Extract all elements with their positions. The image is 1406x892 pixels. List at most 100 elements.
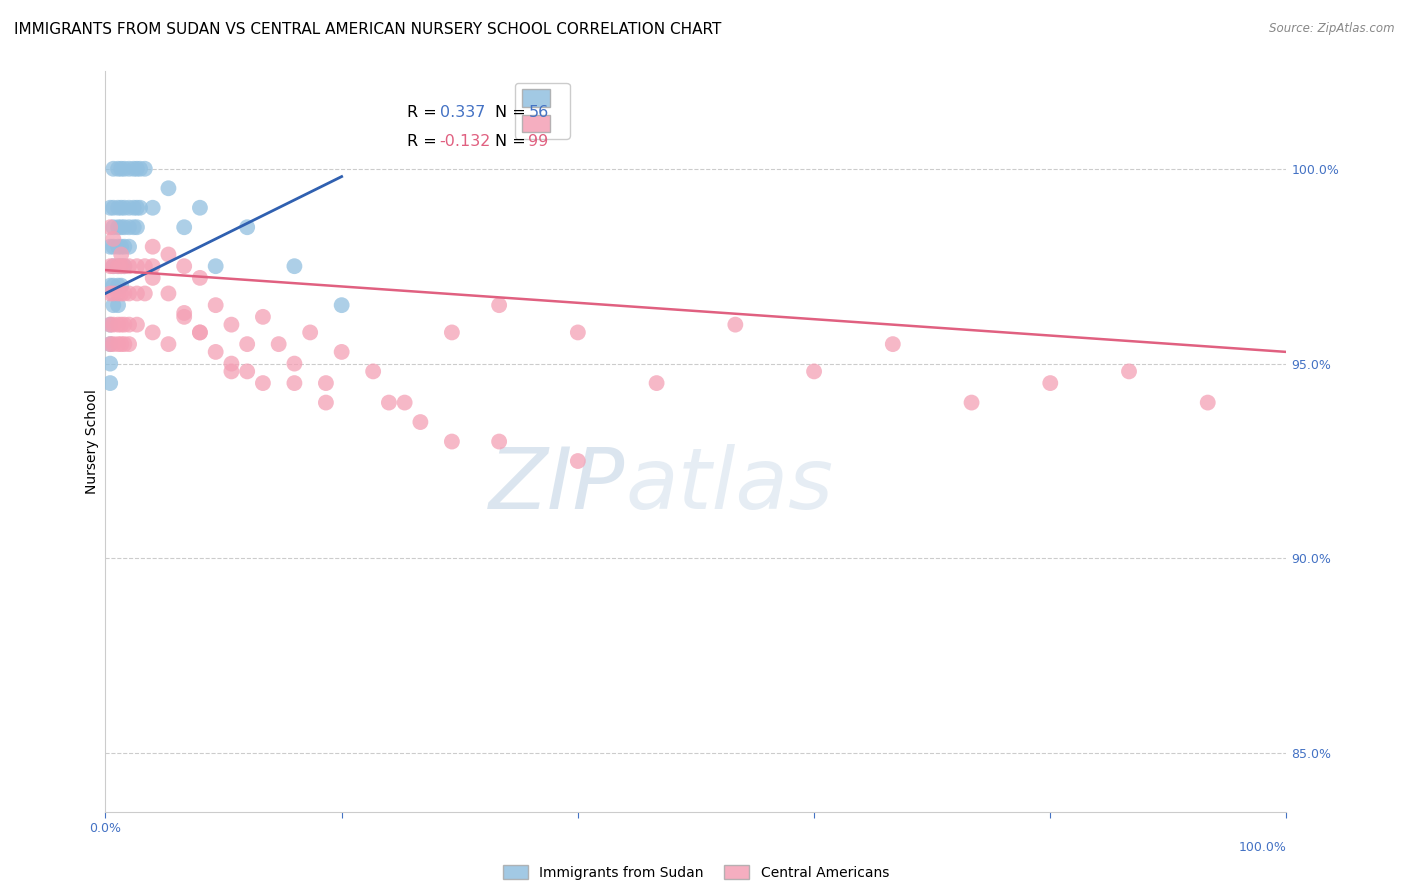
Point — [409, 415, 432, 429]
Point — [129, 161, 152, 176]
Point — [173, 259, 195, 273]
Point — [157, 181, 180, 195]
Point — [112, 318, 135, 332]
Point — [98, 357, 121, 371]
Text: N =: N = — [495, 105, 531, 120]
Point — [103, 318, 125, 332]
Point — [204, 298, 226, 312]
Point — [236, 220, 259, 235]
Point — [724, 318, 747, 332]
Point — [142, 240, 165, 254]
Point — [107, 259, 129, 273]
Point — [103, 240, 125, 254]
Point — [394, 395, 416, 409]
Point — [112, 259, 135, 273]
Point — [378, 395, 401, 409]
Point — [103, 337, 125, 351]
Text: R =: R = — [406, 105, 441, 120]
Point — [221, 364, 243, 378]
Point — [110, 318, 132, 332]
Point — [98, 286, 121, 301]
Point — [157, 286, 180, 301]
Legend: Immigrants from Sudan, Central Americans: Immigrants from Sudan, Central Americans — [498, 859, 894, 885]
Point — [134, 259, 156, 273]
Point — [157, 337, 180, 351]
Point — [107, 298, 129, 312]
Point — [252, 376, 274, 390]
Point — [112, 240, 135, 254]
Point — [299, 326, 322, 340]
Point — [142, 271, 165, 285]
Text: Source: ZipAtlas.com: Source: ZipAtlas.com — [1270, 22, 1395, 36]
Point — [110, 337, 132, 351]
Point — [488, 434, 510, 449]
Point — [107, 201, 129, 215]
Point — [125, 161, 148, 176]
Point — [110, 161, 132, 176]
Text: 99: 99 — [529, 134, 548, 149]
Point — [103, 298, 125, 312]
Point — [98, 337, 121, 351]
Point — [122, 161, 145, 176]
Point — [173, 220, 195, 235]
Point — [330, 345, 353, 359]
Point — [236, 337, 259, 351]
Point — [1118, 364, 1140, 378]
Point — [129, 201, 152, 215]
Point — [188, 271, 211, 285]
Point — [98, 337, 121, 351]
Point — [110, 240, 132, 254]
Point — [107, 318, 129, 332]
Point — [107, 220, 129, 235]
Point — [142, 326, 165, 340]
Point — [103, 201, 125, 215]
Point — [98, 220, 121, 235]
Point — [645, 376, 668, 390]
Text: IMMIGRANTS FROM SUDAN VS CENTRAL AMERICAN NURSERY SCHOOL CORRELATION CHART: IMMIGRANTS FROM SUDAN VS CENTRAL AMERICA… — [14, 22, 721, 37]
Point — [315, 395, 337, 409]
Point — [112, 201, 135, 215]
Point — [236, 364, 259, 378]
Point — [960, 395, 983, 409]
Point — [440, 434, 463, 449]
Text: 100.0%: 100.0% — [1239, 841, 1286, 855]
Point — [125, 286, 148, 301]
Point — [107, 259, 129, 273]
Point — [204, 345, 226, 359]
Point — [315, 376, 337, 390]
Point — [204, 259, 226, 273]
Point — [567, 454, 589, 468]
Point — [173, 310, 195, 324]
Point — [98, 376, 121, 390]
Text: R =: R = — [406, 134, 441, 149]
Point — [98, 278, 121, 293]
Point — [283, 259, 305, 273]
Point — [110, 259, 132, 273]
Point — [103, 232, 125, 246]
Point — [98, 318, 121, 332]
Point — [221, 357, 243, 371]
Point — [110, 259, 132, 273]
Point — [103, 278, 125, 293]
Point — [118, 240, 141, 254]
Point — [440, 326, 463, 340]
Point — [98, 240, 121, 254]
Point — [142, 201, 165, 215]
Point — [252, 310, 274, 324]
Text: ZIP: ZIP — [489, 444, 626, 527]
Point — [330, 298, 353, 312]
Point — [118, 259, 141, 273]
Point — [1197, 395, 1219, 409]
Point — [188, 201, 211, 215]
Point — [567, 326, 589, 340]
Point — [221, 318, 243, 332]
Point — [112, 337, 135, 351]
Point — [118, 318, 141, 332]
Point — [125, 318, 148, 332]
Point — [283, 376, 305, 390]
Point — [122, 201, 145, 215]
Point — [112, 161, 135, 176]
Point — [112, 286, 135, 301]
Point — [122, 220, 145, 235]
Point — [118, 337, 141, 351]
